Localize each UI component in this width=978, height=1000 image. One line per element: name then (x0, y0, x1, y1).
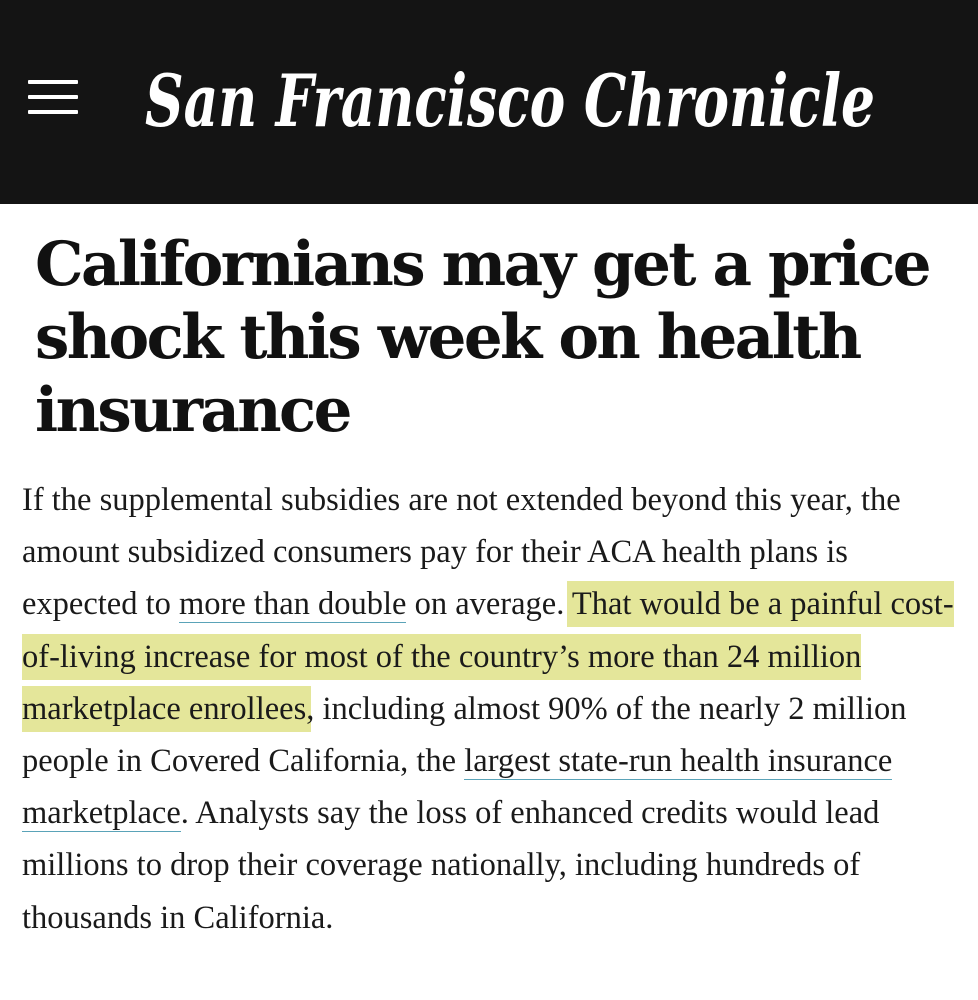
largest-marketplace-link[interactable]: largest state-run health insurance marke… (22, 743, 893, 833)
menu-bar-bottom (28, 110, 78, 114)
body-text-segment: If the supplemental subsidies are not ex… (22, 482, 901, 623)
logo-text: San Francisco Chronicle (145, 58, 875, 143)
more-than-double-link[interactable]: more than double (179, 586, 407, 624)
body-text-segment: . Analysts say the loss of enhanced cred… (22, 795, 880, 936)
logo-wordmark: San Francisco Chronicle (145, 58, 875, 143)
hamburger-menu-icon[interactable] (28, 80, 78, 114)
body-text-segment: , including almost 90% of the nearly 2 m… (22, 690, 907, 780)
article-headline: Californians may get a price shock this … (35, 229, 932, 446)
site-logo[interactable]: San Francisco Chronicle (140, 52, 880, 152)
article-body: If the supplemental subsidies are not ex… (22, 474, 962, 944)
site-header: San Francisco Chronicle (0, 0, 978, 204)
menu-bar-middle (28, 95, 78, 99)
menu-bar-top (28, 80, 78, 84)
body-text-segment: on average. (406, 586, 572, 623)
